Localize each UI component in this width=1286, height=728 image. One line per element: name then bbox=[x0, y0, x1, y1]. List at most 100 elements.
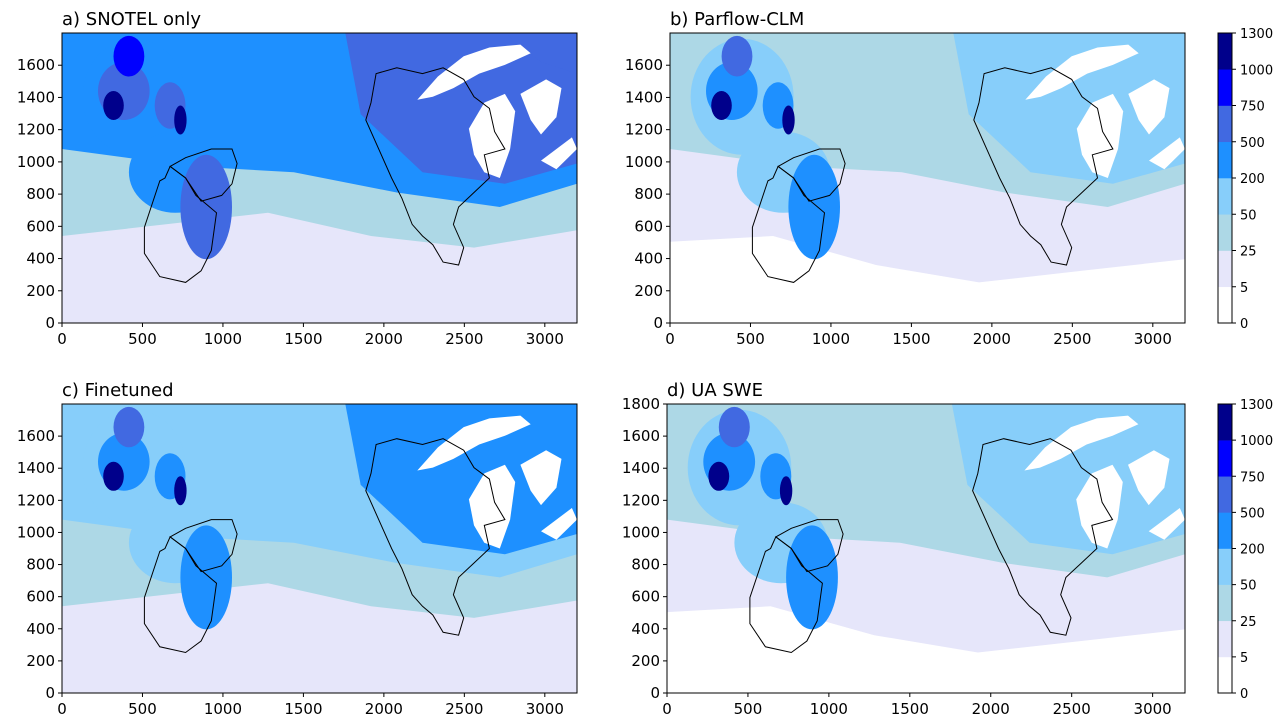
panel-b: b) Parflow-CLM 0 500 1000 1500 2000 2500 30000… bbox=[625, 9, 1186, 348]
panel-c-ticks: 0 500 1000 1500 2000 2500 3000 0 200 400 600 800 100… bbox=[17, 427, 564, 718]
x-tick-label: 2000 bbox=[365, 700, 403, 718]
map-region bbox=[62, 236, 577, 323]
y-tick-label: 200 bbox=[631, 652, 660, 670]
y-tick-label: 400 bbox=[634, 250, 663, 268]
x-tick-label: 3000 bbox=[526, 700, 564, 718]
colorbar-tick-label: 750 bbox=[1240, 100, 1265, 115]
swe-patch bbox=[103, 91, 124, 120]
y-tick-label: 600 bbox=[634, 217, 663, 235]
x-tick-label: 0 bbox=[57, 330, 67, 348]
x-tick-label: 3000 bbox=[1134, 700, 1172, 718]
colorbar-segment bbox=[1218, 141, 1232, 179]
panel-a-ticks: 0 500 1000 1500 2000 2500 3000 0 200 400 600 800 100… bbox=[17, 56, 564, 348]
y-tick-label: 1400 bbox=[622, 459, 660, 477]
swe-patch bbox=[788, 154, 840, 260]
x-tick-label: 500 bbox=[734, 700, 763, 718]
colorbar-tick-label: 50 bbox=[1240, 208, 1257, 223]
y-tick-label: 800 bbox=[634, 185, 663, 203]
colorbar-tick-label: 200 bbox=[1240, 172, 1265, 187]
x-tick-label: 1000 bbox=[204, 330, 242, 348]
y-tick-label: 1800 bbox=[622, 395, 660, 413]
x-tick-label: 0 bbox=[57, 700, 67, 718]
colorbar-segment bbox=[1218, 476, 1232, 513]
x-tick-label: 3000 bbox=[1134, 330, 1172, 348]
swe-patch bbox=[721, 35, 753, 77]
y-tick-label: 1200 bbox=[17, 491, 55, 509]
colorbar-segment bbox=[1218, 286, 1232, 324]
panel-a-title: a) SNOTEL only bbox=[62, 9, 201, 30]
x-tick-label: 1000 bbox=[204, 700, 242, 718]
swe-patch bbox=[180, 525, 232, 630]
x-tick-label: 2500 bbox=[1053, 700, 1091, 718]
x-tick-label: 1500 bbox=[892, 330, 930, 348]
map-region bbox=[1128, 450, 1170, 506]
panel-d-frame bbox=[666, 403, 1186, 694]
y-tick-label: 1000 bbox=[622, 523, 660, 541]
x-tick-label: 0 bbox=[662, 700, 672, 718]
colorbar-segment bbox=[1218, 656, 1232, 694]
colorbar-bottom: 0 5 25 50 200 500 750 1000 1300 bbox=[1217, 398, 1273, 702]
colorbar-segment bbox=[1218, 404, 1232, 441]
map-region bbox=[62, 606, 577, 693]
y-tick-label: 200 bbox=[26, 282, 55, 300]
map-region bbox=[417, 44, 531, 100]
x-tick-label: 2000 bbox=[972, 700, 1010, 718]
panel-a-frame bbox=[61, 32, 578, 324]
y-tick-label: 600 bbox=[26, 217, 55, 235]
y-tick-label: 1400 bbox=[625, 88, 663, 106]
y-tick-label: 1000 bbox=[625, 153, 663, 171]
map-region bbox=[468, 464, 516, 549]
panel-d-map bbox=[667, 404, 1185, 693]
colorbar-tick-label: 0 bbox=[1240, 317, 1248, 332]
y-tick-label: 1600 bbox=[17, 56, 55, 74]
swe-patch bbox=[103, 461, 124, 491]
y-tick-label: 1200 bbox=[625, 121, 663, 139]
y-tick-label: 1400 bbox=[17, 459, 55, 477]
y-tick-label: 800 bbox=[26, 556, 55, 574]
colorbar-tick-label: 5 bbox=[1240, 281, 1248, 296]
swe-patch bbox=[711, 91, 732, 120]
colorbar-segment bbox=[1218, 440, 1232, 477]
map-region bbox=[365, 67, 506, 266]
colorbar-segment bbox=[1218, 584, 1232, 622]
map-region bbox=[777, 148, 846, 202]
colorbar-segment bbox=[1218, 548, 1232, 585]
x-tick-label: 1500 bbox=[891, 700, 929, 718]
y-tick-label: 0 bbox=[45, 684, 55, 702]
colorbar-segment bbox=[1218, 214, 1232, 251]
x-tick-label: 2000 bbox=[365, 330, 403, 348]
colorbar-tick-label: 1300 bbox=[1240, 27, 1273, 42]
y-tick-label: 600 bbox=[631, 588, 660, 606]
y-tick-label: 1600 bbox=[17, 427, 55, 445]
map-region bbox=[1128, 79, 1170, 135]
swe-patch bbox=[174, 476, 187, 506]
colorbar-tick-label: 0 bbox=[1240, 687, 1248, 702]
map-region bbox=[1076, 464, 1123, 549]
map-region bbox=[504, 33, 577, 74]
panel-a-map bbox=[62, 33, 577, 323]
y-tick-label: 800 bbox=[631, 556, 660, 574]
colorbar-segment bbox=[1218, 33, 1232, 70]
x-tick-label: 1500 bbox=[284, 700, 322, 718]
panel-a: a) SNOTEL only 0 500 1000 1500 2000 2500 30000… bbox=[17, 9, 578, 348]
x-tick-label: 1000 bbox=[812, 330, 850, 348]
panel-b-map bbox=[670, 33, 1185, 323]
colorbar-tick-label: 1000 bbox=[1240, 63, 1273, 78]
panel-c-map bbox=[62, 404, 577, 693]
y-tick-label: 1600 bbox=[625, 56, 663, 74]
map-region bbox=[345, 404, 577, 555]
map-region bbox=[520, 450, 562, 506]
y-tick-label: 0 bbox=[653, 314, 663, 332]
colorbar-top: 0 5 25 50 200 500 750 1000 1300 bbox=[1217, 27, 1273, 332]
map-region bbox=[169, 519, 238, 573]
y-tick-label: 1000 bbox=[17, 153, 55, 171]
x-tick-label: 500 bbox=[128, 330, 157, 348]
swe-patch bbox=[113, 35, 145, 77]
colorbar-segment bbox=[1218, 512, 1232, 549]
map-region bbox=[973, 67, 1114, 266]
panel-c-title: c) Finetuned bbox=[62, 380, 174, 401]
map-region bbox=[774, 519, 844, 573]
colorbar-segment bbox=[1218, 250, 1232, 288]
colorbar-segment bbox=[1218, 620, 1232, 658]
